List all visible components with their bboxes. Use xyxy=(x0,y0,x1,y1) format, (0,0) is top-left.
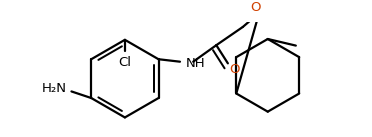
Text: H₂N: H₂N xyxy=(42,82,67,95)
Text: O: O xyxy=(230,63,240,76)
Text: Cl: Cl xyxy=(118,55,131,68)
Text: O: O xyxy=(251,1,261,14)
Text: NH: NH xyxy=(186,57,205,70)
